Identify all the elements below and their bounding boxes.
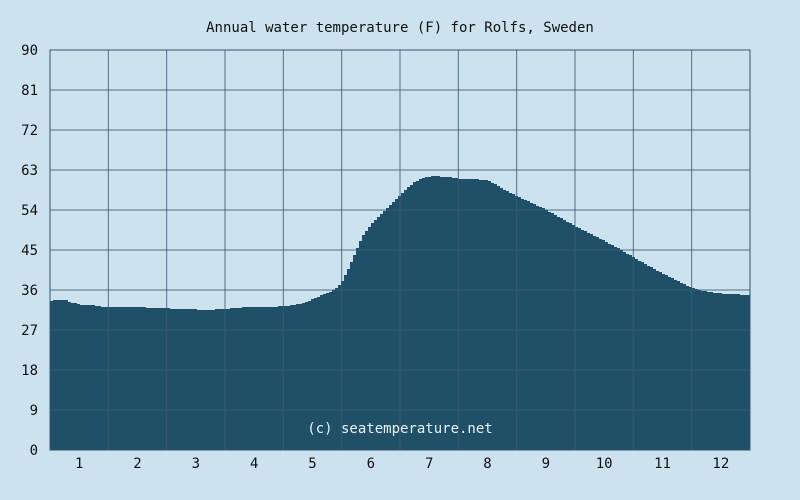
y-tick-label: 72 [21,123,38,139]
y-tick-label: 54 [21,203,38,219]
plot-border [49,49,751,451]
x-tick-label: 11 [654,456,671,472]
x-tick-label: 5 [308,456,316,472]
x-tick-label: 2 [133,456,141,472]
watermark: (c) seatemperature.net [307,421,492,437]
x-tick-label: 12 [712,456,729,472]
x-tick-label: 8 [483,456,491,472]
x-tick-label: 4 [250,456,258,472]
y-tick-label: 45 [21,243,38,259]
x-tick-label: 3 [192,456,200,472]
chart-title: Annual water temperature (F) for Rolfs, … [206,20,594,36]
y-tick-label: 63 [21,163,38,179]
y-tick-label: 90 [21,43,38,59]
x-tick-label: 7 [425,456,433,472]
y-tick-label: 27 [21,323,38,339]
y-tick-label: 0 [30,443,38,459]
x-tick-label: 6 [367,456,375,472]
y-tick-label: 81 [21,83,38,99]
y-tick-label: 18 [21,363,38,379]
grid-lines [50,50,750,450]
y-tick-label: 36 [21,283,38,299]
x-tick-label: 10 [596,456,613,472]
x-tick-label: 9 [542,456,550,472]
y-tick-label: 9 [30,403,38,419]
x-tick-label: 1 [75,456,83,472]
x-axis-ticks: 1 2 3 4 5 6 7 8 9 10 11 12 [75,456,729,472]
y-axis-ticks: 0 9 18 27 36 45 54 63 72 81 90 [21,43,38,459]
